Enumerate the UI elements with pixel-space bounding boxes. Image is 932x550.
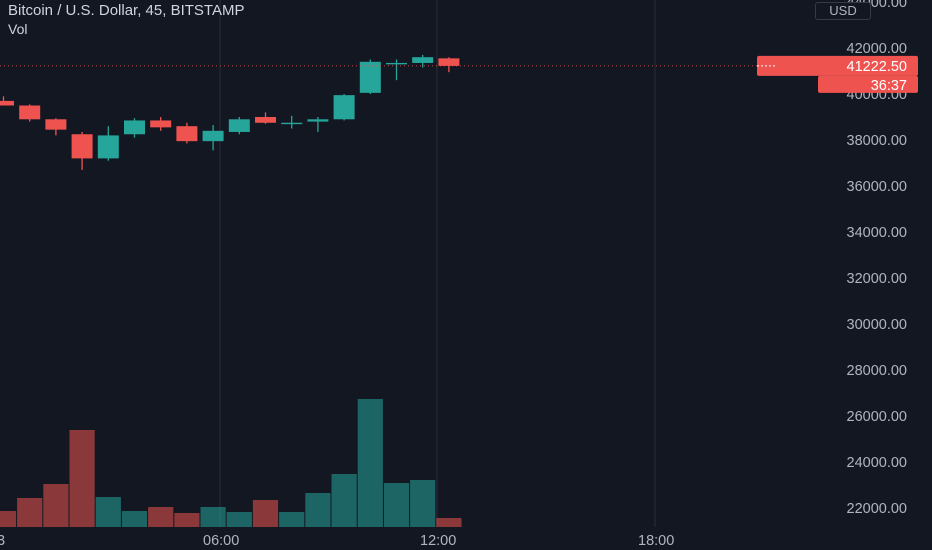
price-tick-label: 42000.00 [847,41,907,57]
candle-body [228,119,250,132]
volume-bar [226,512,252,527]
countdown-tag [818,75,918,93]
price-tick-label: 44000.00 [847,0,907,11]
price-tick-label: 36000.00 [847,179,907,195]
candle-body [386,62,407,65]
candle-body [438,58,460,66]
volume-bar [0,511,17,527]
volume-bar [305,493,331,527]
time-tick-label: 12:00 [420,533,456,549]
price-tick-label: 22000.00 [847,501,907,517]
price-tick-label: 38000.00 [847,133,907,149]
candle-body [176,126,198,142]
candle-body [97,135,119,159]
volume-bar [252,500,279,527]
volume-bar [17,498,43,527]
candle-body [255,117,276,123]
price-tick-label: 34000.00 [847,225,907,241]
volume-bar [174,513,200,527]
volume-bar [69,430,95,527]
price-tick-label: 30000.00 [847,317,907,333]
price-tick-label: 26000.00 [847,409,907,425]
volume-bar [279,512,305,527]
candle-body [150,120,172,128]
volume-bar [410,480,436,527]
last-price-tag [757,55,918,76]
candle-body [412,57,434,63]
currency-button[interactable]: USD [815,2,871,20]
candle-body [333,95,355,120]
candle-body [202,130,224,142]
candle-body [19,105,41,120]
price-tick-label: 28000.00 [847,363,907,379]
candle-body [124,120,145,135]
time-tick-label: 18:00 [638,533,674,549]
countdown-label: 36:37 [871,78,907,94]
last-price-label: 41222.50 [847,59,907,75]
time-tick-partial: 3 [0,533,5,549]
volume-bar [383,483,410,527]
price-tick-label: 24000.00 [847,455,907,471]
volume-bar [148,507,174,527]
symbol-title: Bitcoin / U.S. Dollar, 45, BITSTAMP [8,2,245,19]
volume-bar [121,511,148,527]
time-tick-label: 06:00 [203,533,239,549]
candle-body [307,119,329,122]
legend: Bitcoin / U.S. Dollar, 45, BITSTAMP Vol [8,2,244,38]
candle-body [281,122,303,125]
candle-body [71,134,93,159]
candle-body [45,119,67,130]
volume-label: Vol [8,21,28,37]
volume-bar [200,507,226,527]
volume-bar [95,497,121,527]
volume-bar [43,484,69,527]
candle-body [359,61,381,93]
volume-bar [436,518,462,527]
candle-body [0,100,14,106]
volume-bar [331,474,357,527]
volume-bar [357,399,383,527]
price-tick-label: 32000.00 [847,271,907,287]
